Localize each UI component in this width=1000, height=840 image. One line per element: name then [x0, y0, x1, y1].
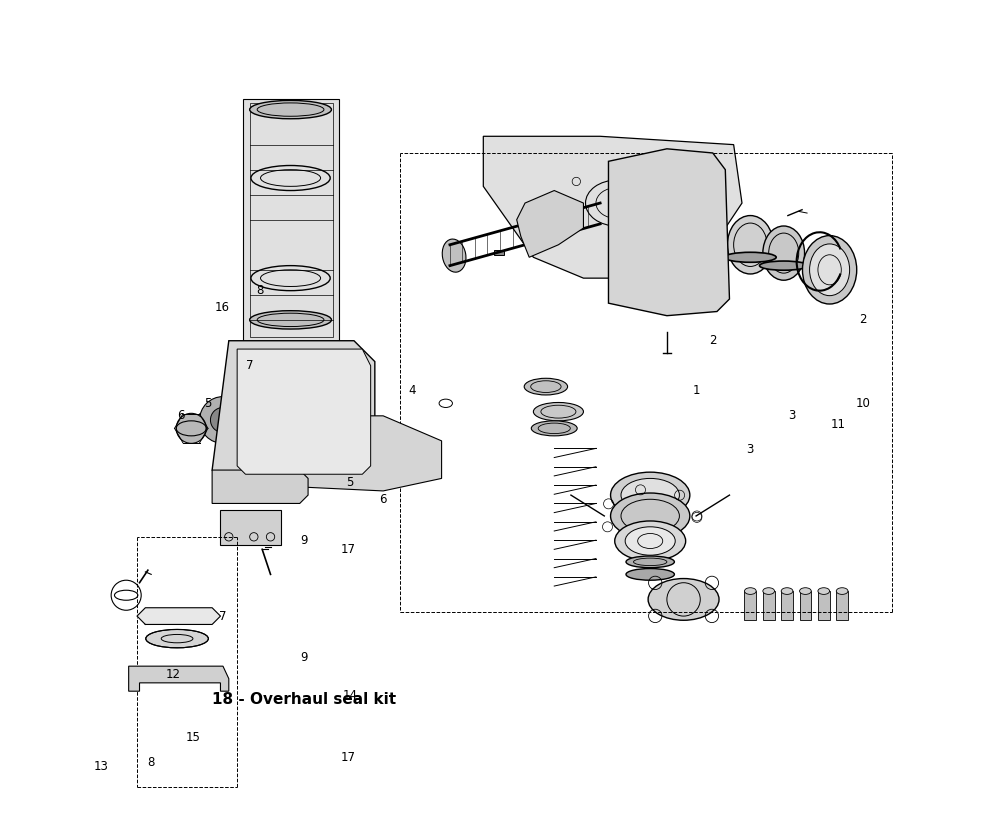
Ellipse shape — [442, 239, 466, 272]
Polygon shape — [608, 149, 729, 316]
Ellipse shape — [615, 521, 686, 561]
Text: 15: 15 — [185, 731, 200, 743]
Ellipse shape — [781, 588, 793, 595]
Ellipse shape — [621, 479, 679, 512]
Polygon shape — [296, 416, 442, 491]
Ellipse shape — [800, 588, 811, 595]
Circle shape — [380, 461, 407, 487]
Bar — [800, 591, 811, 620]
Bar — [781, 591, 793, 620]
Text: 11: 11 — [830, 417, 845, 431]
Circle shape — [300, 416, 341, 458]
Ellipse shape — [760, 261, 808, 270]
Bar — [494, 249, 504, 255]
Text: 7: 7 — [219, 610, 227, 622]
Text: 2: 2 — [859, 313, 867, 327]
Polygon shape — [212, 341, 375, 479]
Ellipse shape — [802, 235, 857, 304]
Text: 1: 1 — [692, 384, 700, 397]
Ellipse shape — [810, 244, 850, 296]
Bar — [836, 591, 848, 620]
Ellipse shape — [611, 493, 690, 539]
Text: 5: 5 — [346, 476, 353, 489]
Text: 18 - Overhaul seal kit: 18 - Overhaul seal kit — [212, 692, 396, 707]
Text: 4: 4 — [409, 384, 416, 397]
Ellipse shape — [146, 629, 208, 648]
Text: 6: 6 — [177, 409, 185, 423]
Polygon shape — [237, 349, 371, 475]
Ellipse shape — [625, 527, 675, 555]
Text: 10: 10 — [856, 396, 870, 410]
Polygon shape — [483, 136, 742, 278]
Ellipse shape — [629, 186, 704, 270]
Bar — [250, 103, 333, 337]
Ellipse shape — [763, 226, 805, 281]
Text: 17: 17 — [341, 752, 356, 764]
Ellipse shape — [763, 588, 775, 595]
Ellipse shape — [836, 588, 848, 595]
Circle shape — [276, 380, 326, 430]
Ellipse shape — [744, 588, 756, 595]
Text: 9: 9 — [300, 651, 308, 664]
Bar — [744, 591, 756, 620]
Text: 2: 2 — [709, 334, 717, 347]
Text: 17: 17 — [341, 543, 356, 556]
Circle shape — [200, 396, 246, 444]
Text: 7: 7 — [246, 360, 253, 372]
Ellipse shape — [727, 216, 773, 274]
Text: 6: 6 — [379, 493, 387, 506]
Text: 9: 9 — [300, 534, 308, 548]
Polygon shape — [137, 608, 220, 624]
Polygon shape — [129, 666, 229, 691]
Bar — [818, 591, 830, 620]
Circle shape — [176, 413, 206, 444]
Bar — [220, 510, 281, 545]
Ellipse shape — [611, 472, 690, 518]
Text: 8: 8 — [148, 756, 155, 769]
Bar — [243, 99, 339, 341]
Text: 16: 16 — [215, 301, 230, 314]
Ellipse shape — [250, 101, 331, 118]
Ellipse shape — [629, 227, 705, 251]
Text: 14: 14 — [342, 689, 357, 702]
Ellipse shape — [250, 311, 331, 329]
Text: 3: 3 — [788, 409, 796, 423]
Ellipse shape — [818, 588, 830, 595]
Ellipse shape — [524, 378, 568, 395]
Polygon shape — [517, 191, 583, 257]
Ellipse shape — [533, 402, 583, 421]
Polygon shape — [212, 470, 308, 503]
Text: 8: 8 — [256, 284, 263, 297]
Text: 13: 13 — [94, 760, 109, 773]
Ellipse shape — [648, 579, 719, 620]
Ellipse shape — [724, 252, 776, 262]
Ellipse shape — [626, 569, 674, 580]
Ellipse shape — [626, 556, 674, 568]
Bar — [763, 591, 775, 620]
Ellipse shape — [531, 421, 577, 436]
Text: 5: 5 — [204, 396, 212, 410]
Text: 3: 3 — [747, 443, 754, 456]
Text: 12: 12 — [165, 668, 180, 681]
Circle shape — [210, 407, 235, 433]
